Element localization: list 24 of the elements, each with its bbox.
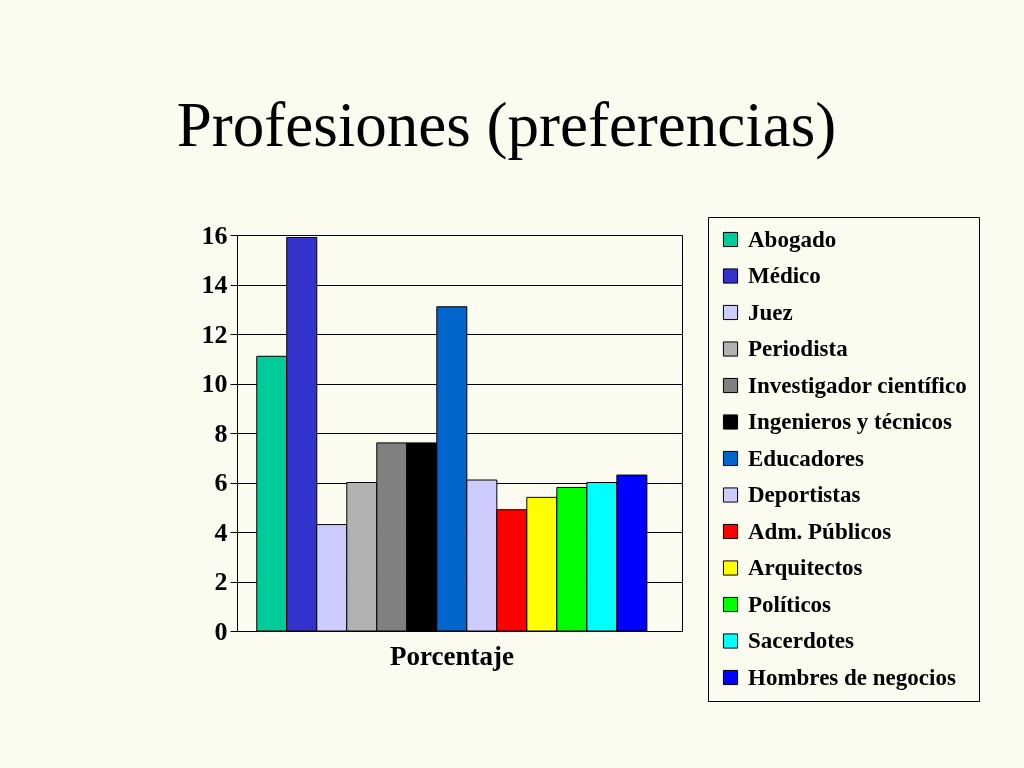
x-axis-title: Porcentaje (390, 640, 514, 671)
y-tick-label: 0 (214, 616, 228, 646)
y-tick-label: 12 (201, 319, 228, 349)
legend-label: Periodista (748, 336, 849, 361)
legend-label: Políticos (748, 591, 832, 617)
legend-label: Ingenieros y técnicos (748, 409, 953, 434)
y-tick-label: 10 (201, 369, 228, 398)
legend-label: Médico (748, 263, 821, 288)
legend-label: Hombres de negocios (748, 664, 956, 690)
y-tick-label: 2 (214, 567, 228, 596)
legend-label: Educadores (748, 445, 864, 471)
legend-label: Sacerdotes (748, 628, 855, 653)
y-tick-label: 4 (214, 517, 228, 547)
y-tick-label: 16 (201, 220, 228, 250)
y-tick-label: 8 (214, 418, 228, 448)
legend-label: Investigador científico (748, 372, 967, 398)
chart-title: Profesiones (preferencias) (176, 89, 837, 160)
legend-label: Juez (748, 299, 793, 325)
legend-label: Deportistas (748, 482, 861, 507)
legend-label: Arquitectos (748, 555, 863, 580)
y-tick-label: 14 (201, 270, 228, 299)
legend-label: Adm. Públicos (748, 518, 892, 544)
y-tick-label: 6 (214, 468, 228, 497)
legend-label: Abogado (748, 226, 837, 252)
